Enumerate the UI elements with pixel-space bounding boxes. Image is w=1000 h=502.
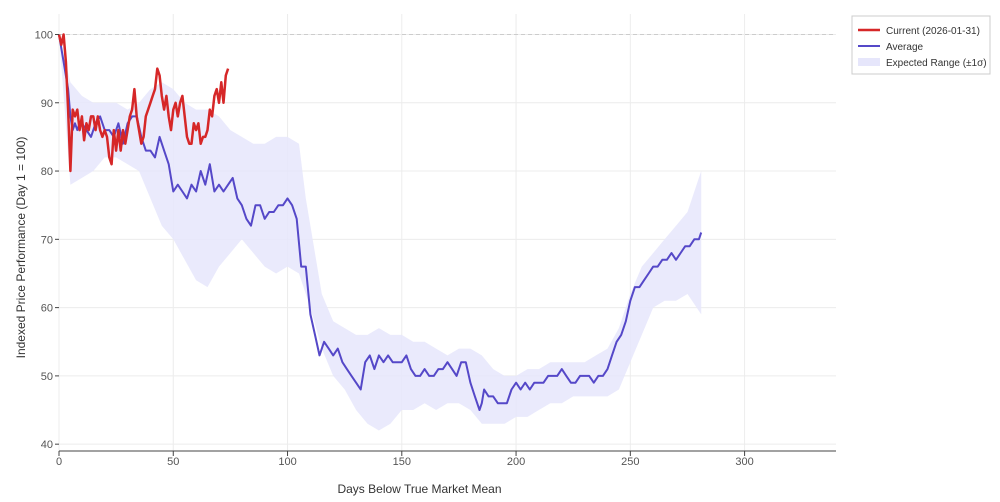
x-tick-label-100: 100	[278, 456, 296, 468]
legend-swatch-expected-range	[858, 58, 880, 66]
x-axis-title: Days Below True Market Mean	[337, 482, 501, 496]
y-tick-label-80: 80	[41, 166, 53, 178]
y-axis-title: Indexed Price Performance (Day 1 = 100)	[14, 137, 28, 359]
legend-label-current: Current (2026-01-31)	[886, 26, 980, 37]
y-axis-ticks: 40 50 60 70 80 90 100	[35, 29, 59, 451]
current-line	[57, 33, 230, 173]
x-tick-label-200: 200	[507, 456, 525, 468]
x-tick-label-50: 50	[167, 456, 179, 468]
y-tick-label-100: 100	[35, 29, 53, 41]
legend: Current (2026-01-31) Average Expected Ra…	[851, 15, 991, 75]
x-axis-ticks: 0 50 100 150 200 250 300	[56, 451, 754, 468]
y-tick-label-90: 90	[41, 98, 53, 110]
legend-label-average: Average	[886, 42, 924, 53]
x-tick-label-300: 300	[735, 456, 753, 468]
legend-label-expected-range: Expected Range (±1σ)	[886, 58, 987, 69]
expected-range-band	[59, 34, 702, 431]
y-tick-label-40: 40	[41, 439, 53, 451]
x-tick-label-250: 250	[621, 456, 639, 468]
y-tick-label-60: 60	[41, 303, 53, 315]
y-tick-label-50: 50	[41, 371, 53, 383]
x-tick-label-150: 150	[393, 456, 411, 468]
average-line	[58, 34, 703, 411]
y-tick-label-70: 70	[41, 234, 53, 246]
x-tick-label-0: 0	[56, 456, 62, 468]
